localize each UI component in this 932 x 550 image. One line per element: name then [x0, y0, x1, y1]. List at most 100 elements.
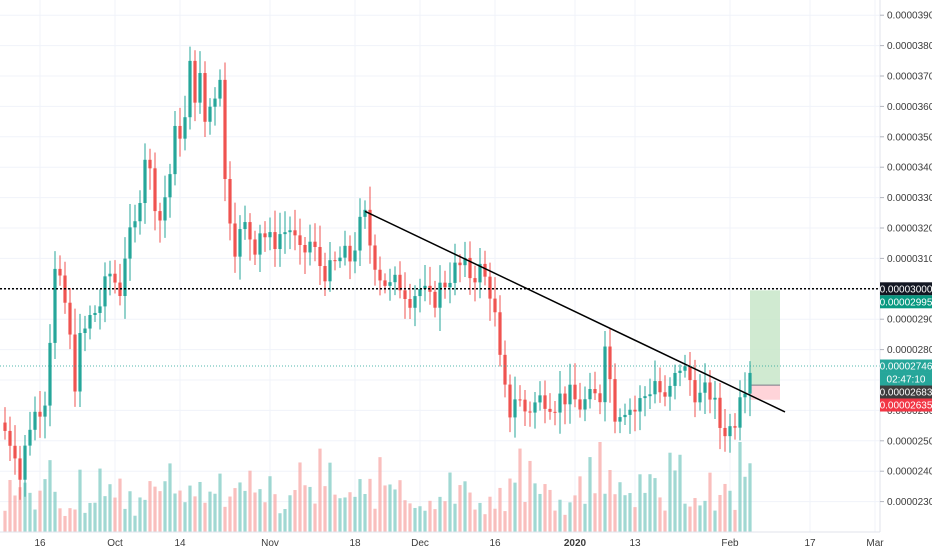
candle-body	[313, 241, 317, 247]
volume-bar	[383, 485, 387, 532]
volume-bar	[303, 485, 307, 532]
volume-bar	[68, 508, 72, 532]
x-tick-label: 18	[349, 538, 361, 549]
candles	[3, 46, 752, 500]
candle-body	[318, 246, 322, 267]
candle-body	[658, 381, 662, 393]
candle-body	[198, 73, 202, 103]
volume-bar	[28, 492, 32, 532]
price-tag-label: 0.00002995	[880, 297, 932, 308]
candle-body	[588, 388, 592, 400]
candle-body	[88, 315, 92, 329]
candle-body	[713, 397, 717, 400]
candle-body	[238, 229, 242, 257]
candle-body	[638, 398, 642, 412]
volume-bar	[243, 490, 247, 532]
volume-bar	[78, 469, 82, 532]
candle-body	[563, 393, 567, 405]
price-tag	[880, 282, 932, 296]
candle-body	[438, 282, 442, 308]
candle-body	[623, 414, 627, 418]
candle-body	[483, 263, 487, 277]
volume-bar	[178, 490, 182, 532]
volume-bar	[538, 493, 542, 532]
candle-body	[73, 334, 77, 392]
price-tag-label: 0.00002746	[880, 362, 932, 373]
volume-bar	[433, 509, 437, 532]
candle-body	[688, 366, 692, 381]
price-tag-label: 02:47:10	[887, 375, 926, 386]
candle-body	[748, 372, 752, 394]
candle-body	[473, 278, 477, 283]
candle-body	[193, 60, 197, 103]
x-tick-label: Nov	[261, 538, 279, 549]
candle-body	[523, 399, 527, 412]
candle-body	[253, 239, 257, 255]
x-tick-label: Feb	[721, 538, 739, 549]
candle-body	[168, 174, 172, 198]
volume-bar	[63, 515, 67, 532]
volume-bar	[333, 494, 337, 532]
candle-body	[78, 333, 82, 392]
candle-body	[323, 266, 327, 282]
candle-body	[393, 274, 397, 283]
volume-bar	[188, 485, 192, 532]
price-tag-label: 0.00002635	[880, 401, 932, 412]
volume-bar	[518, 448, 522, 532]
candle-body	[723, 427, 727, 437]
volume-bar	[133, 515, 137, 532]
candle-body	[248, 222, 252, 240]
candle-body	[468, 257, 472, 279]
volume-bar	[723, 483, 727, 532]
candle-body	[158, 211, 162, 221]
volume-bar	[698, 505, 702, 532]
candle-body	[203, 73, 207, 122]
volume-bars	[3, 442, 752, 532]
candle-body	[373, 245, 377, 270]
volume-bar	[643, 492, 647, 532]
candle-body	[558, 393, 562, 413]
volume-bar	[113, 497, 117, 532]
candle-body	[358, 216, 362, 251]
candle-body	[278, 234, 282, 250]
candle-body	[673, 372, 677, 386]
volume-bar	[273, 494, 277, 532]
candle-body	[463, 257, 467, 266]
candle-body	[288, 230, 292, 233]
candle-body	[453, 262, 457, 283]
volume-bar	[533, 483, 537, 532]
grid	[0, 0, 880, 532]
candle-body	[208, 106, 212, 122]
volume-bar	[663, 510, 667, 532]
candle-body	[568, 384, 572, 405]
candle-body	[533, 402, 537, 413]
volume-bar	[693, 498, 697, 532]
candle-body	[428, 285, 432, 292]
volume-bar	[513, 482, 517, 532]
candle-body	[113, 273, 117, 283]
volume-bar	[668, 452, 672, 532]
volume-bar	[608, 469, 612, 532]
volume-bar	[203, 502, 207, 532]
volume-bar	[148, 481, 152, 532]
x-tick-label: 17	[804, 538, 816, 549]
volume-bar	[58, 508, 62, 532]
candle-body	[268, 232, 272, 238]
volume-bar	[633, 507, 637, 532]
drawings[interactable]	[0, 210, 880, 413]
candle-body	[548, 408, 552, 412]
candle-body	[403, 290, 407, 299]
volume-bar	[153, 486, 157, 532]
volume-bar	[478, 502, 482, 532]
volume-bar	[598, 442, 602, 532]
time-axis[interactable]: 16 Oct 14 Nov 18 Dec 16 2020 13 Feb 17 Mar	[34, 538, 884, 549]
candle-body	[273, 232, 277, 250]
candle-body	[633, 409, 637, 412]
long-position-tool[interactable]	[750, 290, 780, 400]
candle-body	[503, 354, 507, 385]
